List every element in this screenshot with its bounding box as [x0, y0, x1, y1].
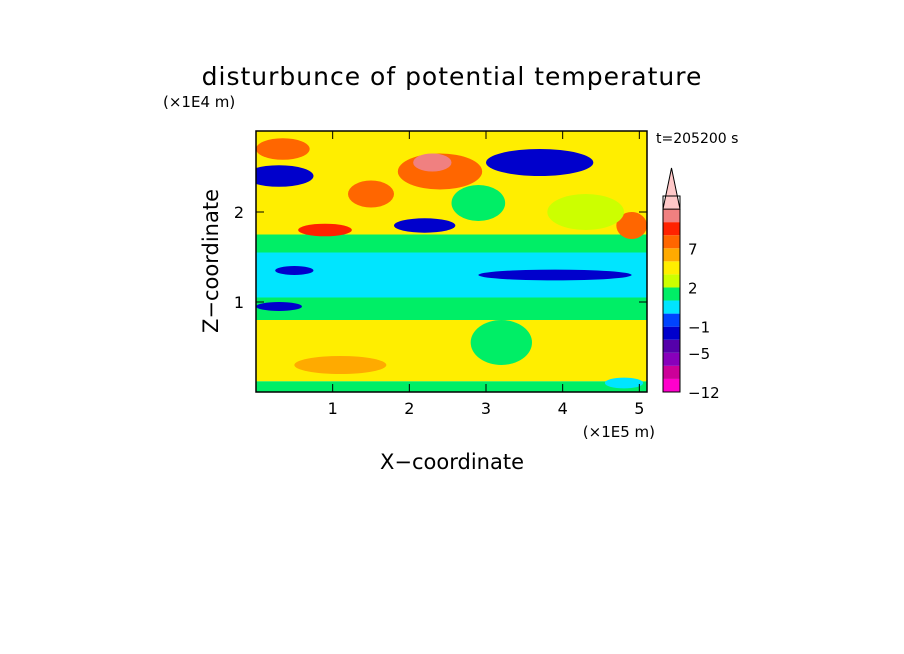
field-blob-10	[616, 212, 647, 239]
field-blob-9	[256, 138, 310, 160]
colorbar-swatch-7	[663, 287, 680, 301]
colorbar-swatch-9	[663, 261, 680, 275]
colorbar-label-2: −1	[688, 319, 710, 337]
field-blob-12	[451, 185, 506, 221]
colorbar: 7 2 −1 −5 −12	[662, 167, 720, 402]
colorbar-swatch-6	[663, 300, 680, 314]
field-blob-6	[478, 269, 632, 281]
colorbar-label-0: 7	[688, 240, 698, 258]
field-blob-1	[298, 223, 352, 237]
colorbar-swatch-13	[663, 209, 680, 223]
colorbar-swatch-10	[663, 248, 680, 262]
colorbar-swatch-11	[663, 235, 680, 249]
field-blob-11	[348, 180, 394, 208]
field-blob-4	[394, 218, 456, 233]
chart-title: disturbunce of potential temperature	[202, 62, 703, 91]
colorbar-swatch-5	[663, 313, 680, 327]
field-band-4	[256, 234, 647, 253]
y-tick-label-0: 1	[234, 293, 244, 312]
colorbar-swatch-12	[663, 222, 680, 236]
field-blob-7	[256, 302, 302, 311]
field-band-2	[256, 297, 647, 320]
field-blob-13	[547, 194, 625, 230]
colorbar-label-1: 2	[688, 279, 698, 297]
x-tick-label-2: 3	[481, 399, 491, 418]
field-blob-3	[413, 153, 452, 172]
colorbar-swatch-1	[663, 365, 680, 379]
colorbar-label-3: −5	[688, 345, 710, 363]
colorbar-swatch-4	[663, 326, 680, 340]
y-unit-label: (×1E4 m)	[163, 93, 235, 111]
x-axis: 1 2 3 4 5	[328, 131, 644, 418]
colorbar-swatch-8	[663, 274, 680, 288]
x-tick-label-3: 4	[558, 399, 568, 418]
field-blob-14	[470, 320, 532, 365]
y-tick-label-1: 2	[234, 203, 244, 222]
field-band-0	[256, 381, 647, 392]
field-blob-15	[294, 356, 387, 374]
x-unit-label: (×1E5 m)	[583, 423, 655, 441]
x-tick-label-4: 5	[634, 399, 644, 418]
colorbar-frame	[662, 195, 681, 393]
y-axis: 12	[234, 203, 647, 312]
field-blob-0	[256, 165, 314, 187]
colorbar-swatch-3	[663, 339, 680, 353]
plot-frame	[255, 130, 648, 393]
colorbar-swatch-0	[663, 378, 680, 392]
heatmap-field	[256, 131, 647, 392]
y-axis-title: Z−coordinate	[199, 189, 223, 333]
colorbar-swatch-14	[662, 167, 681, 210]
x-axis-title: X−coordinate	[380, 450, 524, 474]
field-blob-5	[486, 149, 594, 176]
colorbar-label-4: −12	[688, 384, 720, 402]
x-tick-label-1: 2	[404, 399, 414, 418]
x-tick-label-0: 1	[328, 399, 338, 418]
colorbar-swatch-2	[663, 352, 680, 366]
time-label: t=205200 s	[656, 131, 738, 147]
field-blob-8	[275, 266, 314, 275]
field-blob-16	[604, 377, 644, 389]
